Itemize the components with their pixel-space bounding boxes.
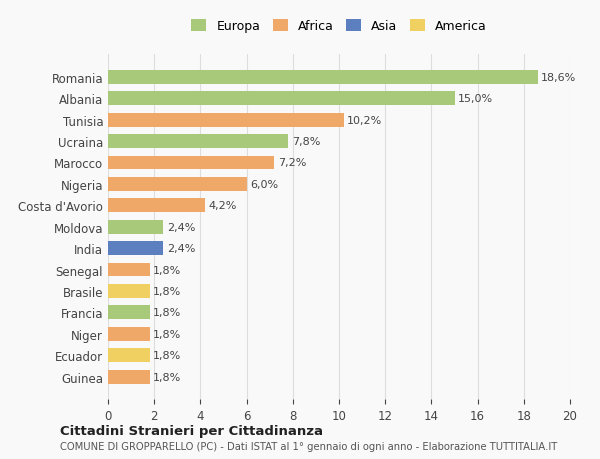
Bar [108,348,149,362]
Bar [108,370,149,384]
Bar [108,71,538,84]
Text: COMUNE DI GROPPARELLO (PC) - Dati ISTAT al 1° gennaio di ogni anno - Elaborazion: COMUNE DI GROPPARELLO (PC) - Dati ISTAT … [60,441,557,451]
Text: 1,8%: 1,8% [153,265,181,275]
Bar [108,220,163,234]
Bar [108,156,274,170]
Bar [108,327,149,341]
Text: 10,2%: 10,2% [347,115,382,125]
Bar [108,199,205,213]
Text: 2,4%: 2,4% [167,244,195,253]
Text: 18,6%: 18,6% [541,73,577,83]
Bar [108,306,149,319]
Bar [108,263,149,277]
Bar [108,92,455,106]
Text: 1,8%: 1,8% [153,286,181,296]
Bar [108,284,149,298]
Bar [108,178,247,191]
Text: 7,2%: 7,2% [278,158,306,168]
Text: 2,4%: 2,4% [167,222,195,232]
Text: 1,8%: 1,8% [153,329,181,339]
Bar [108,241,163,256]
Text: Cittadini Stranieri per Cittadinanza: Cittadini Stranieri per Cittadinanza [60,424,323,437]
Text: 4,2%: 4,2% [208,201,237,211]
Bar [108,113,344,127]
Bar [108,135,288,149]
Legend: Europa, Africa, Asia, America: Europa, Africa, Asia, America [188,17,490,37]
Text: 1,8%: 1,8% [153,372,181,382]
Text: 15,0%: 15,0% [458,94,493,104]
Text: 1,8%: 1,8% [153,308,181,318]
Text: 6,0%: 6,0% [250,179,278,190]
Text: 7,8%: 7,8% [292,137,320,147]
Text: 1,8%: 1,8% [153,350,181,360]
